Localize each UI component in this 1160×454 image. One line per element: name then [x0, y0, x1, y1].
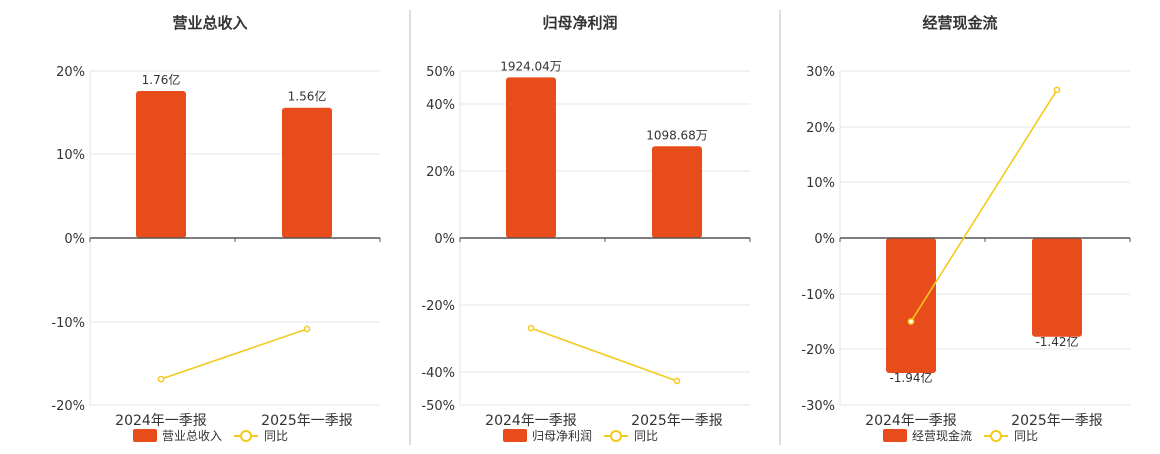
legend-line-marker — [990, 430, 1002, 442]
x-tick-label: 2024年一季报 — [115, 413, 207, 429]
legend-bar-swatch — [883, 429, 907, 442]
y-tick-label: 50% — [426, 65, 455, 80]
yoy-point — [907, 318, 915, 325]
y-tick-label: 20% — [426, 165, 455, 180]
y-tick-label: -10% — [801, 288, 835, 303]
y-tick-label: -30% — [801, 399, 835, 414]
bar — [1032, 238, 1082, 337]
x-tick-label: 2024年一季报 — [485, 413, 577, 429]
y-tick-label: 10% — [56, 148, 85, 163]
bar-data-label: 1.76亿 — [142, 72, 181, 87]
x-tick-label: 2024年一季报 — [865, 413, 957, 429]
bar — [136, 91, 186, 238]
y-tick-label: -20% — [801, 343, 835, 358]
yoy-point — [527, 324, 535, 332]
yoy-line — [910, 89, 1058, 322]
y-tick-label: -20% — [421, 299, 455, 314]
chart-title: 归母净利润 — [542, 14, 617, 32]
legend-line-label: 同比 — [1014, 429, 1038, 443]
legend-bar-label: 营业总收入 — [162, 429, 222, 443]
bar-data-label: 1924.04万 — [500, 59, 562, 73]
bar — [506, 77, 556, 239]
bar — [282, 107, 332, 239]
yoy-point — [157, 375, 165, 383]
bar — [886, 238, 936, 373]
yoy-point — [673, 377, 681, 385]
legend-line-marker — [240, 430, 252, 442]
y-tick-label: 20% — [56, 65, 85, 80]
bar-data-label: -1.42亿 — [1035, 334, 1078, 349]
y-tick-label: -20% — [51, 399, 85, 414]
y-tick-label: 20% — [806, 121, 835, 136]
y-tick-label: -40% — [421, 366, 455, 381]
y-tick-label: -50% — [421, 399, 455, 414]
y-tick-label: 0% — [434, 232, 455, 247]
legend-line-label: 同比 — [634, 429, 658, 443]
legend-bar-swatch — [503, 429, 527, 442]
yoy-point — [303, 325, 311, 333]
bar-data-label: 1.56亿 — [288, 89, 327, 104]
y-tick-label: 30% — [806, 65, 835, 80]
yoy-line — [160, 328, 308, 380]
yoy-point — [1053, 86, 1061, 94]
x-tick-label: 2025年一季报 — [261, 413, 353, 429]
legend-bar-swatch — [133, 429, 157, 442]
yoy-line — [530, 327, 678, 382]
y-tick-label: 10% — [806, 176, 835, 191]
legend-line-marker — [610, 430, 622, 442]
y-tick-label: 0% — [64, 232, 85, 247]
chart-title: 经营现金流 — [922, 14, 997, 32]
bar-data-label: 1098.68万 — [646, 128, 708, 142]
y-tick-label: 0% — [814, 232, 835, 247]
y-tick-label: 40% — [426, 98, 455, 113]
legend-bar-label: 归母净利润 — [532, 429, 592, 443]
legend-bar-label: 经营现金流 — [912, 428, 972, 443]
y-tick-label: -10% — [51, 316, 85, 331]
bar — [652, 146, 702, 238]
x-tick-label: 2025年一季报 — [1011, 413, 1103, 429]
chart-title: 营业总收入 — [172, 14, 247, 32]
x-tick-label: 2025年一季报 — [631, 413, 723, 429]
bar-data-label: -1.94亿 — [889, 370, 932, 385]
legend-line-label: 同比 — [264, 429, 288, 443]
